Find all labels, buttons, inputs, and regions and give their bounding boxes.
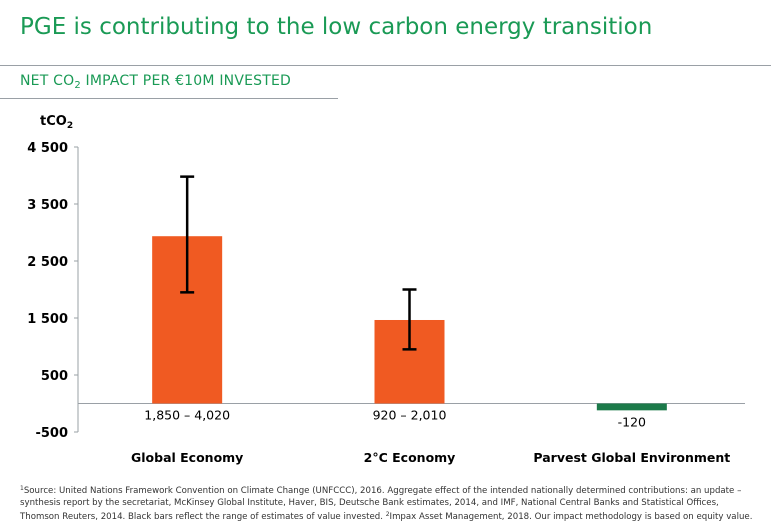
footnote-text-1: Source: United Nations Framework Convent… (23, 486, 742, 496)
subtitle-subscript: 2 (74, 80, 81, 91)
subtitle-prefix: NET CO (20, 73, 75, 89)
subtitle-suffix: IMPACT PER €10M INVESTED (80, 73, 292, 89)
footnote-text-2: synthesis report by the secretariat, McK… (20, 497, 719, 508)
y-axis-unit-text: tCO (40, 114, 67, 129)
x-category-label: Global Economy (131, 450, 243, 465)
y-tick-label: 2 500 (27, 255, 68, 270)
footnote: 1Source: United Nations Framework Conven… (20, 483, 760, 524)
x-category-label: 2°C Economy (364, 450, 456, 465)
y-tick-label: 500 (41, 369, 68, 384)
data-label: 920 – 2,010 (373, 408, 447, 423)
y-tick-label: 3 500 (27, 198, 68, 213)
footnote-line-2: synthesis report by the secretariat, McK… (20, 498, 760, 510)
chart-subtitle: NET CO2 IMPACT PER €10M INVESTED (20, 73, 291, 91)
y-tick-label: -500 (35, 426, 68, 441)
footnote-ref-2: 2 (385, 511, 390, 518)
footnote-ref-1: 1 (20, 485, 24, 492)
subtitle-divider (0, 98, 338, 99)
x-category-label: Parvest Global Environment (533, 450, 730, 465)
y-axis-unit-label: tCO2 (40, 114, 73, 131)
y-axis-unit-subscript: 2 (67, 121, 73, 131)
data-label: -120 (618, 414, 646, 429)
bar-chart: tCO2 4 500 3 500 2 500 1 500 500 -500 1,850 – 4… (27, 114, 745, 465)
y-tick-label: 1 500 (27, 312, 68, 327)
data-label: 1,850 – 4,020 (144, 408, 230, 423)
footnote-text-3b: Impax Asset Management, 2018. Our impact… (389, 512, 753, 522)
footnote-line-1: 1Source: United Nations Framework Conven… (20, 483, 760, 498)
page-title: PGE is contributing to the low carbon en… (20, 14, 653, 40)
footnote-text-3a: Thomson Reuters, 2014. Black bars reflec… (20, 512, 386, 522)
y-tick-label: 4 500 (27, 141, 68, 156)
title-divider (0, 65, 771, 66)
bar (596, 403, 667, 411)
footnote-line-3: Thomson Reuters, 2014. Black bars reflec… (20, 509, 760, 524)
